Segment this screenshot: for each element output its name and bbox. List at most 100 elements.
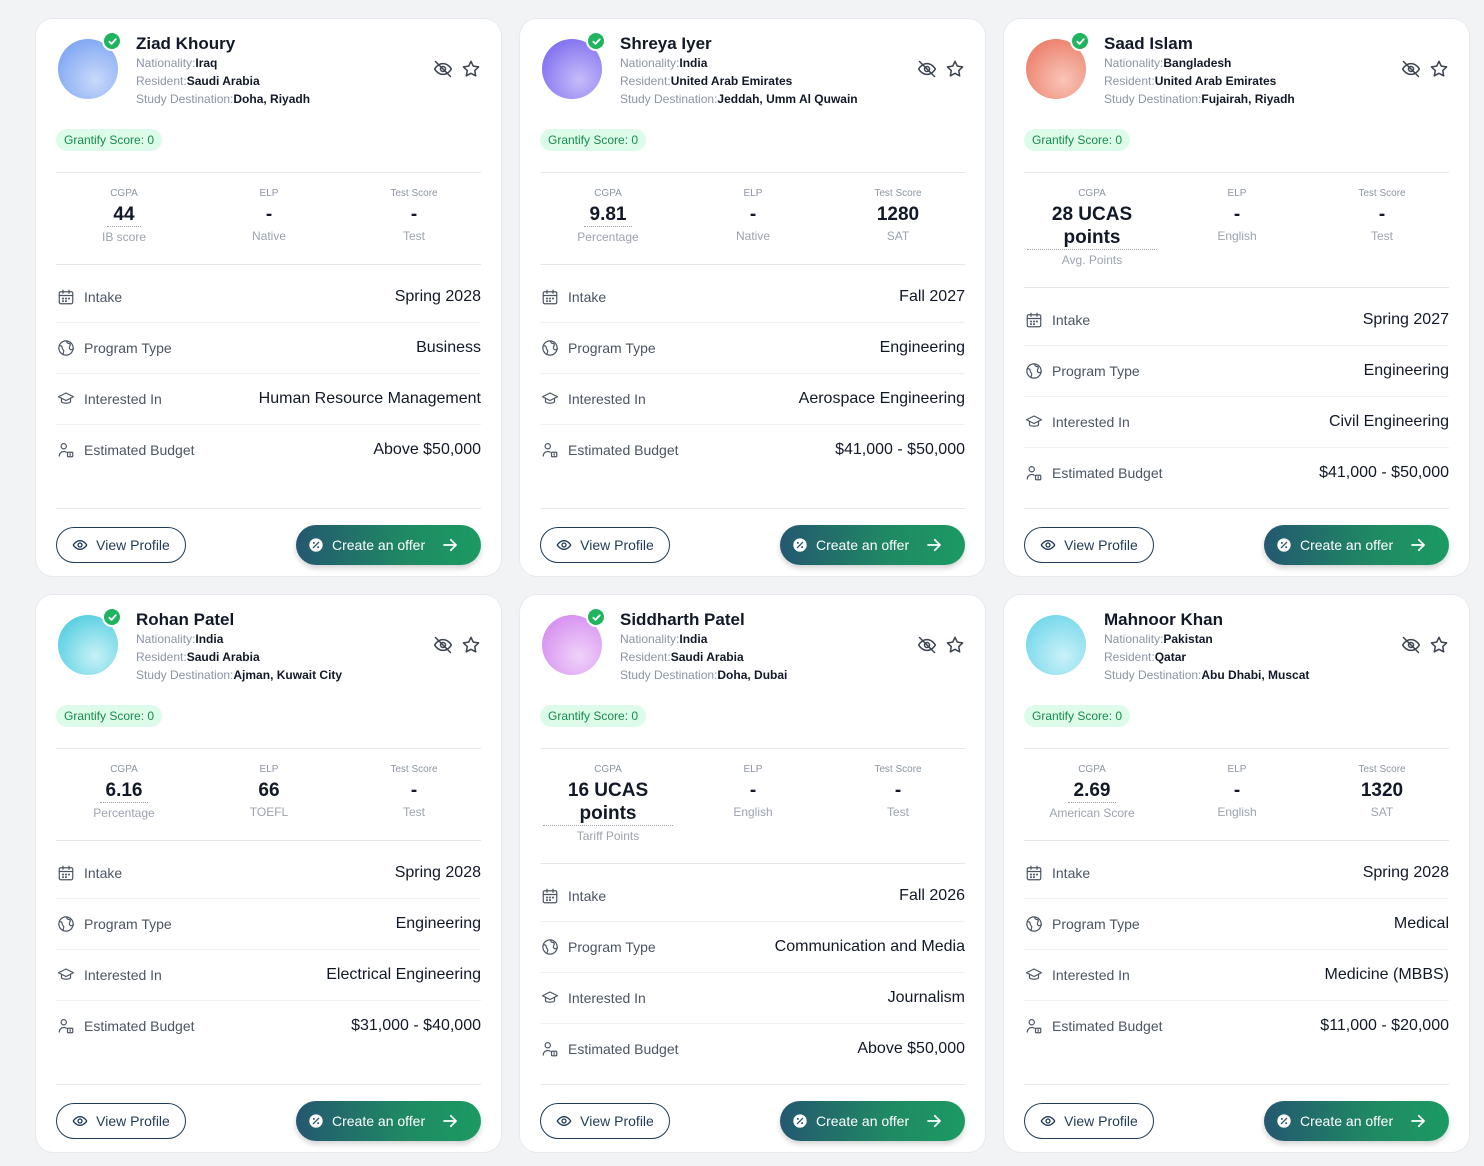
star-icon[interactable] (460, 634, 482, 656)
hide-icon[interactable] (916, 634, 938, 656)
divider (56, 508, 481, 509)
detail-value: Communication and Media (774, 938, 965, 955)
detail-label: Intake (1052, 312, 1091, 328)
arrow-right-icon (443, 538, 457, 552)
resident-line: Resident:Saudi Arabia (136, 650, 260, 664)
hide-icon[interactable] (1400, 58, 1422, 80)
stat-cgpa: CGPA 6.16 Percentage (93, 764, 155, 820)
detail-value: Civil Engineering (1328, 413, 1449, 430)
verified-badge-icon (586, 31, 606, 51)
detail-row-intake: Intake Spring 2028 (56, 848, 481, 898)
arrow-right-icon (1411, 1114, 1425, 1128)
eye-icon (556, 540, 572, 550)
detail-value: Fall 2026 (899, 887, 965, 904)
budget-user-icon (1024, 463, 1044, 483)
detail-value: Medical (1393, 915, 1449, 932)
nationality-line: Nationality:Bangladesh (1104, 56, 1232, 70)
stat-elp: ELP - English (685, 764, 821, 819)
stat-elp: ELP 66 TOEFL (201, 764, 337, 819)
student-card: Saad Islam Nationality:Bangladesh Reside… (1003, 18, 1470, 577)
globe-icon (540, 338, 560, 358)
row-divider (56, 1000, 481, 1001)
create-offer-button[interactable]: Create an offer (780, 525, 965, 565)
calendar-icon (56, 287, 76, 307)
stat-test-score: Test Score 1280 SAT (830, 188, 966, 243)
star-icon[interactable] (1428, 634, 1450, 656)
detail-value: Spring 2028 (1362, 864, 1449, 881)
detail-label: Estimated Budget (84, 442, 195, 458)
grantify-score-badge: Grantify Score: 0 (56, 129, 163, 151)
detail-row-program: Program Type Engineering (540, 323, 965, 373)
calendar-icon (56, 863, 76, 883)
detail-label: Interested In (1052, 967, 1130, 983)
graduation-cap-icon (56, 965, 76, 985)
divider (540, 863, 965, 864)
test-score-value: - (410, 780, 418, 801)
stat-test-score: Test Score - Test (346, 188, 482, 243)
detail-label: Intake (568, 289, 607, 305)
detail-row-budget: Estimated Budget $31,000 - $40,000 (56, 1001, 481, 1051)
grantify-score-badge: Grantify Score: 0 (540, 705, 647, 727)
cgpa-value: 16 UCAS points (543, 779, 673, 826)
view-profile-button[interactable]: View Profile (540, 527, 670, 563)
cgpa-value: 44 (107, 203, 141, 227)
detail-label: Program Type (568, 340, 656, 356)
resident-line: Resident:United Arab Emirates (1104, 74, 1277, 88)
divider (56, 748, 481, 749)
create-offer-button[interactable]: Create an offer (1264, 525, 1449, 565)
detail-value: Human Resource Management (258, 390, 481, 407)
cgpa-value: 6.16 (99, 779, 149, 803)
hide-icon[interactable] (432, 634, 454, 656)
view-profile-button[interactable]: View Profile (1024, 527, 1154, 563)
row-divider (540, 972, 965, 973)
star-icon[interactable] (1428, 58, 1450, 80)
detail-row-budget: Estimated Budget Above $50,000 (540, 1024, 965, 1074)
view-profile-button[interactable]: View Profile (56, 1103, 186, 1139)
detail-row-program: Program Type Business (56, 323, 481, 373)
create-offer-button[interactable]: Create an offer (296, 1101, 481, 1141)
detail-row-program: Program Type Engineering (1024, 346, 1449, 396)
calendar-icon (540, 287, 560, 307)
view-profile-button[interactable]: View Profile (1024, 1103, 1154, 1139)
detail-row-interested: Interested In Human Resource Management (56, 374, 481, 424)
stat-test-score: Test Score 1320 SAT (1314, 764, 1450, 819)
detail-row-intake: Intake Spring 2028 (56, 272, 481, 322)
nationality-line: Nationality:India (620, 56, 708, 70)
create-offer-button[interactable]: Create an offer (1264, 1101, 1449, 1141)
hide-icon[interactable] (1400, 634, 1422, 656)
detail-label: Program Type (84, 340, 172, 356)
verified-badge-icon (586, 607, 606, 627)
detail-label: Program Type (568, 939, 656, 955)
hide-icon[interactable] (432, 58, 454, 80)
destination-line: Study Destination:Jeddah, Umm Al Quwain (620, 92, 858, 106)
discount-badge-icon (1277, 538, 1291, 552)
arrow-right-icon (927, 1114, 941, 1128)
create-offer-button[interactable]: Create an offer (296, 525, 481, 565)
view-profile-button[interactable]: View Profile (56, 527, 186, 563)
detail-row-interested: Interested In Civil Engineering (1024, 397, 1449, 447)
destination-line: Study Destination:Doha, Riyadh (136, 92, 311, 106)
row-divider (540, 322, 965, 323)
create-offer-button[interactable]: Create an offer (780, 1101, 965, 1141)
star-icon[interactable] (944, 58, 966, 80)
globe-icon (56, 338, 76, 358)
grantify-score-badge: Grantify Score: 0 (540, 129, 647, 151)
star-icon[interactable] (460, 58, 482, 80)
elp-value: - (1233, 204, 1241, 225)
view-profile-button[interactable]: View Profile (540, 1103, 670, 1139)
detail-label: Interested In (84, 967, 162, 983)
divider (56, 172, 481, 173)
stat-elp: ELP - Native (685, 188, 821, 243)
nationality-line: Nationality:India (136, 632, 224, 646)
hide-icon[interactable] (916, 58, 938, 80)
row-divider (56, 322, 481, 323)
stat-test-score: Test Score - Test (830, 764, 966, 819)
divider (1024, 287, 1449, 288)
detail-row-budget: Estimated Budget Above $50,000 (56, 425, 481, 475)
detail-value: Engineering (879, 339, 965, 356)
detail-row-interested: Interested In Electrical Engineering (56, 950, 481, 1000)
test-score-value: - (410, 204, 418, 225)
stat-cgpa: CGPA 28 UCAS points Avg. Points (1024, 188, 1160, 267)
star-icon[interactable] (944, 634, 966, 656)
cgpa-value: 28 UCAS points (1027, 203, 1157, 250)
